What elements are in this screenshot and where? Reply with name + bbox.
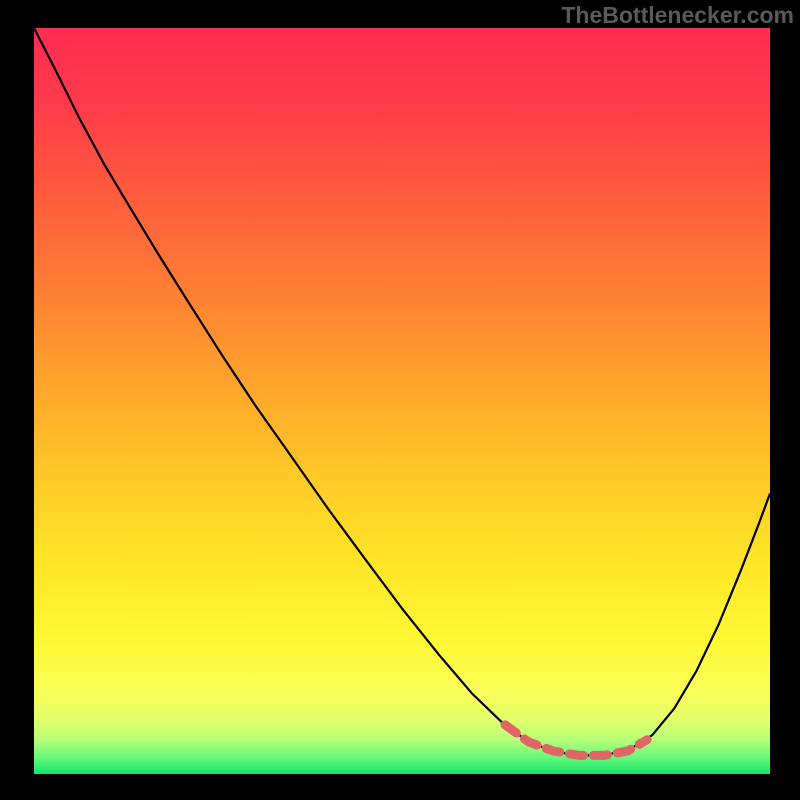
chart-container: TheBottlenecker.com bbox=[0, 0, 800, 800]
watermark-text: TheBottlenecker.com bbox=[559, 0, 800, 31]
bottleneck-curve-chart bbox=[0, 0, 800, 800]
plot-background bbox=[34, 28, 770, 774]
